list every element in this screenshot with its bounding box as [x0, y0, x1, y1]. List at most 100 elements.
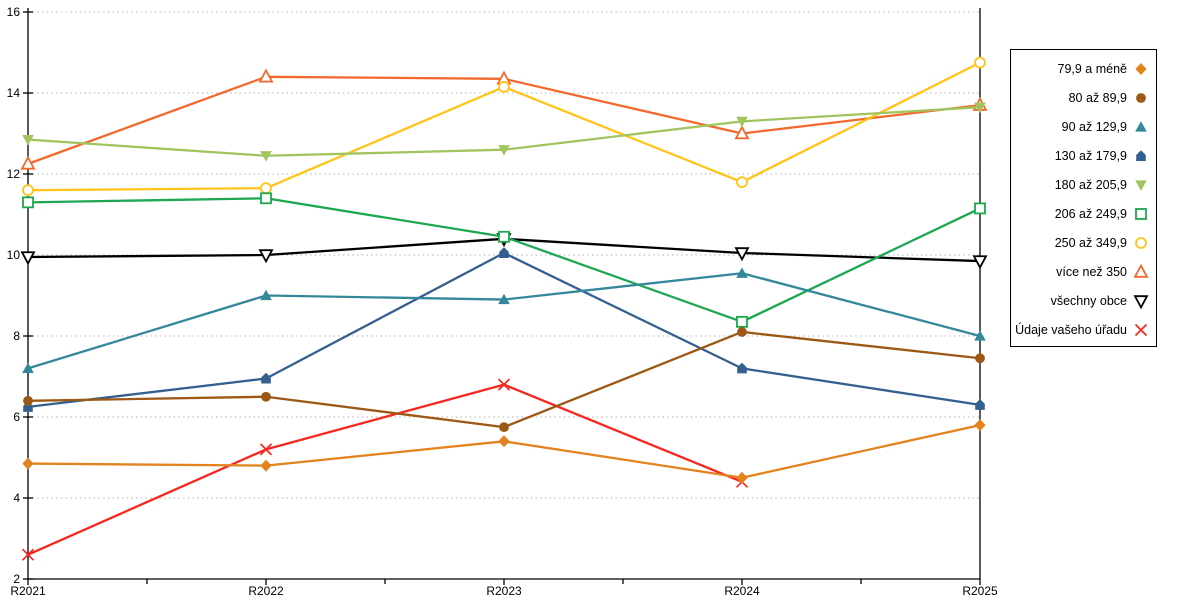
circle-filled-marker-icon: [975, 353, 985, 364]
legend-item-label: 90 až 129,9: [1061, 120, 1127, 135]
triangle-down-filled-marker-icon: [22, 134, 34, 146]
legend-item-label: 80 až 89,9: [1068, 91, 1127, 106]
circle-open-marker-icon: [974, 56, 986, 69]
circle-open-marker-icon: [498, 81, 510, 93]
circle-filled-marker-icon: [23, 395, 33, 406]
legend: 79,9 a méně 80 až 89,9 90 až 129,9 130 až 1…: [1010, 49, 1157, 347]
series-3: [22, 267, 986, 373]
triangle-up-filled-marker-icon: [736, 267, 748, 278]
y-axis-tick-label: 16: [7, 5, 21, 19]
diamond-filled-marker-icon: [1135, 63, 1147, 76]
y-axis-tick-label: 14: [7, 86, 21, 100]
legend-marker: [1135, 63, 1147, 76]
legend-item: 180 až 205,9: [1013, 171, 1150, 200]
series-line: [26, 423, 982, 479]
legend-item-label: 79,9 a méně: [1057, 62, 1128, 77]
pentagon-filled-marker-icon: [261, 372, 271, 384]
triangle-down-filled-marker-icon: [974, 102, 986, 113]
series-line: [26, 272, 982, 370]
legend-item-label: více než 350: [1056, 264, 1127, 279]
series-line: [26, 383, 744, 556]
x-marker-icon: [1134, 323, 1148, 336]
triangle-up-filled-marker-icon: [22, 362, 34, 373]
diamond-filled-marker-icon: [498, 435, 510, 448]
square-open-marker-icon: [260, 192, 272, 205]
legend-item-label: Údaje vašeho úřadu: [1015, 322, 1127, 337]
triangle-down-filled-marker-icon: [736, 116, 748, 128]
triangle-up-open-marker-icon: [20, 155, 36, 170]
y-axis-tick-label: 8: [13, 329, 20, 343]
legend-marker: [1135, 208, 1147, 220]
square-open-marker-icon: [974, 202, 986, 215]
x-axis-tick-label: R2021: [10, 584, 46, 598]
y-axis-tick-label: 10: [7, 248, 21, 262]
triangle-up-filled-marker-icon: [260, 289, 272, 301]
triangle-down-open-marker-icon: [972, 255, 988, 270]
series-4: [23, 247, 985, 412]
pentagon-filled-marker-icon: [1136, 150, 1146, 162]
triangle-up-open-marker-icon: [258, 68, 274, 83]
legend-item: 80 až 89,9: [1013, 84, 1150, 113]
series-2: [23, 327, 985, 433]
x-axis-tick-label: R2023: [486, 584, 522, 598]
triangle-down-filled-marker-icon: [1135, 180, 1147, 191]
pentagon-filled-marker-icon: [975, 399, 985, 410]
x-axis-tick-label: R2024: [724, 584, 760, 598]
diamond-filled-marker-icon: [22, 457, 34, 470]
triangle-up-open-marker-icon: [1133, 263, 1149, 278]
series-6: [22, 192, 986, 328]
triangle-up-filled-marker-icon: [974, 330, 986, 341]
diamond-filled-marker-icon: [974, 419, 986, 432]
diamond-filled-marker-icon: [736, 471, 748, 484]
legend-item: 79,9 a méně: [1013, 55, 1150, 84]
triangle-down-open-marker-icon: [258, 249, 274, 264]
square-open-marker-icon: [22, 196, 34, 209]
legend-marker: [1136, 93, 1146, 104]
diamond-filled-marker-icon: [260, 459, 272, 472]
legend-marker: [1135, 180, 1147, 191]
pentagon-filled-marker-icon: [737, 362, 747, 374]
legend-item: Údaje vašeho úřadu: [1013, 315, 1150, 344]
triangle-down-filled-marker-icon: [498, 145, 510, 156]
circle-open-marker-icon: [736, 176, 748, 189]
series-7: [22, 56, 986, 197]
legend-item: všechny obce: [1013, 286, 1150, 315]
series-5: [22, 102, 986, 162]
legend-item: 206 až 249,9: [1013, 200, 1150, 229]
x-marker-icon: [259, 443, 273, 456]
circle-filled-marker-icon: [1136, 93, 1146, 104]
y-axis-tick-label: 12: [7, 167, 21, 181]
circle-filled-marker-icon: [499, 422, 509, 433]
y-axis-tick-label: 4: [13, 491, 20, 505]
legend-marker: [1134, 323, 1148, 336]
series-line: [26, 330, 982, 429]
triangle-down-open-marker-icon: [734, 247, 750, 262]
legend-item-label: všechny obce: [1050, 293, 1127, 308]
legend-marker: [1135, 121, 1147, 132]
x-marker-icon: [21, 548, 35, 561]
triangle-down-filled-marker-icon: [260, 151, 272, 162]
legend-item: 90 až 129,9: [1013, 113, 1150, 142]
circle-filled-marker-icon: [737, 327, 747, 337]
square-open-marker-icon: [736, 315, 748, 328]
x-axis-tick-label: R2025: [962, 584, 998, 598]
triangle-down-open-marker-icon: [20, 251, 36, 266]
square-open-marker-icon: [498, 230, 510, 243]
circle-open-marker-icon: [22, 184, 34, 197]
triangle-up-filled-marker-icon: [498, 293, 510, 305]
pentagon-filled-marker-icon: [499, 247, 509, 258]
x-axis-tick-label: R2022: [248, 584, 284, 598]
series-10: [21, 378, 749, 561]
series-1: [22, 419, 986, 484]
legend-item: 130 až 179,9: [1013, 142, 1150, 171]
legend-item-label: 250 až 349,9: [1054, 235, 1127, 250]
triangle-up-filled-marker-icon: [1135, 121, 1147, 132]
legend-marker: [1136, 150, 1146, 162]
legend-marker: [1133, 295, 1149, 310]
y-axis-tick-label: 2: [13, 572, 20, 586]
legend-item-label: 206 až 249,9: [1054, 206, 1127, 221]
circle-filled-marker-icon: [261, 391, 271, 402]
x-marker-icon: [497, 378, 511, 391]
